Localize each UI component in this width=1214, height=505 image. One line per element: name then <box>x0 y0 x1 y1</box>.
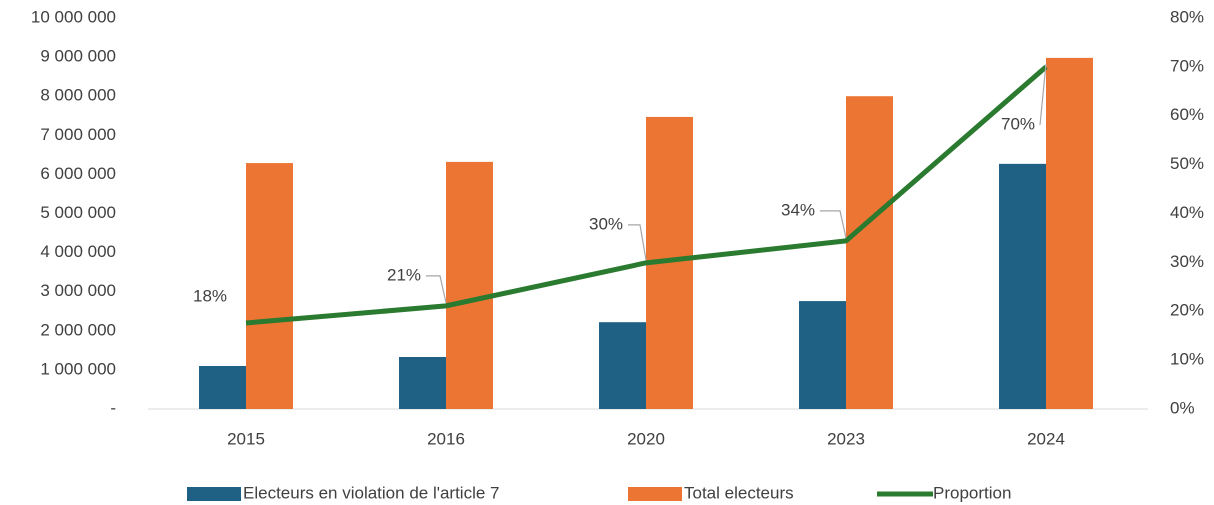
x-tick-label: 2020 <box>627 429 665 448</box>
y2-tick-label: 70% <box>1170 56 1204 75</box>
x-tick-label: 2024 <box>1027 429 1065 448</box>
y2-tick-label: 10% <box>1170 350 1204 369</box>
y2-tick-label: 40% <box>1170 203 1204 222</box>
bar <box>399 356 446 409</box>
legend-label: Electeurs en violation de l'article 7 <box>243 483 500 502</box>
y-tick-label: 2 000 000 <box>40 320 116 339</box>
x-tick-label: 2016 <box>427 429 465 448</box>
y2-tick-label: 30% <box>1170 252 1204 271</box>
y-tick-label: 3 000 000 <box>40 281 116 300</box>
y-tick-label: 1 000 000 <box>40 359 116 378</box>
leader-line <box>426 275 447 304</box>
data-label: 18% <box>193 286 227 305</box>
y-tick-label: 10 000 000 <box>31 7 116 26</box>
legend-label: Total electeurs <box>684 483 794 502</box>
y2-tick-label: 60% <box>1170 105 1204 124</box>
data-label: 34% <box>781 200 815 219</box>
y2-tick-label: 20% <box>1170 301 1204 320</box>
x-tick-label: 2023 <box>827 429 865 448</box>
x-tick-label: 2015 <box>227 429 265 448</box>
y-tick-label: 6 000 000 <box>40 164 116 183</box>
data-label: 30% <box>589 214 623 233</box>
y2-tick-label: 80% <box>1170 7 1204 26</box>
bar <box>246 163 293 409</box>
y2-tick-label: 50% <box>1170 154 1204 173</box>
legend-swatch <box>628 487 682 501</box>
bar <box>846 96 893 409</box>
bar <box>799 301 846 409</box>
y2-tick-label: 0% <box>1170 398 1195 417</box>
y-tick-label: 8 000 000 <box>40 86 116 105</box>
leader-line <box>1039 63 1047 125</box>
data-label: 21% <box>387 265 421 284</box>
y-tick-label: 7 000 000 <box>40 125 116 144</box>
bar <box>599 322 646 409</box>
leader-line <box>820 210 847 239</box>
bar <box>999 163 1046 409</box>
bar <box>1046 57 1093 410</box>
y-tick-label: 4 000 000 <box>40 242 116 261</box>
bar <box>446 161 493 409</box>
y-tick-label: 9 000 000 <box>40 47 116 66</box>
bar <box>199 365 246 409</box>
y-tick-label: - <box>110 398 116 417</box>
legend-label: Proportion <box>933 483 1011 502</box>
legend-swatch <box>187 487 241 501</box>
y-tick-label: 5 000 000 <box>40 203 116 222</box>
line <box>245 64 1048 326</box>
leader-line <box>628 224 647 260</box>
data-label: 70% <box>1001 114 1035 133</box>
